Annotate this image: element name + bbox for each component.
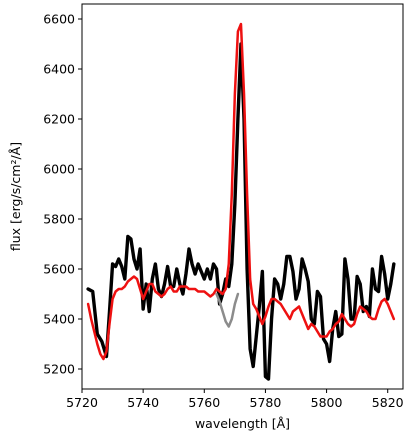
x-tick-label: 5760 bbox=[188, 395, 220, 410]
y-tick-label: 6200 bbox=[43, 112, 75, 127]
y-tick-label: 5200 bbox=[43, 362, 75, 377]
series-layer bbox=[86, 22, 396, 381]
series-line-1 bbox=[86, 42, 396, 381]
x-tick-label: 5740 bbox=[127, 395, 159, 410]
y-tick-label: 6000 bbox=[43, 162, 75, 177]
plot-frame bbox=[81, 3, 404, 390]
y-tick-label: 6600 bbox=[43, 12, 75, 27]
x-tick-label: 5800 bbox=[311, 395, 343, 410]
x-tick-label: 5720 bbox=[66, 395, 98, 410]
y-tick-label: 5800 bbox=[43, 212, 75, 227]
y-axis-ticks: 5200 5400 5600 5800 6000 6200 6400 6600 bbox=[43, 12, 82, 377]
y-tick-label: 5400 bbox=[43, 312, 75, 327]
x-tick-label: 5820 bbox=[372, 395, 404, 410]
x-tick-label: 5780 bbox=[250, 395, 282, 410]
series-line-3 bbox=[86, 22, 396, 361]
x-axis-ticks: 5720 5740 5760 5780 5800 5820 bbox=[66, 389, 404, 410]
y-tick-label: 6400 bbox=[43, 62, 75, 77]
y-tick-label: 5600 bbox=[43, 262, 75, 277]
axes-frame bbox=[81, 3, 404, 390]
series-line-2 bbox=[215, 292, 240, 328]
y-axis-label: flux [erg/s/cm²/Å] bbox=[8, 142, 23, 251]
x-axis-label: wavelength [Å] bbox=[195, 416, 290, 431]
